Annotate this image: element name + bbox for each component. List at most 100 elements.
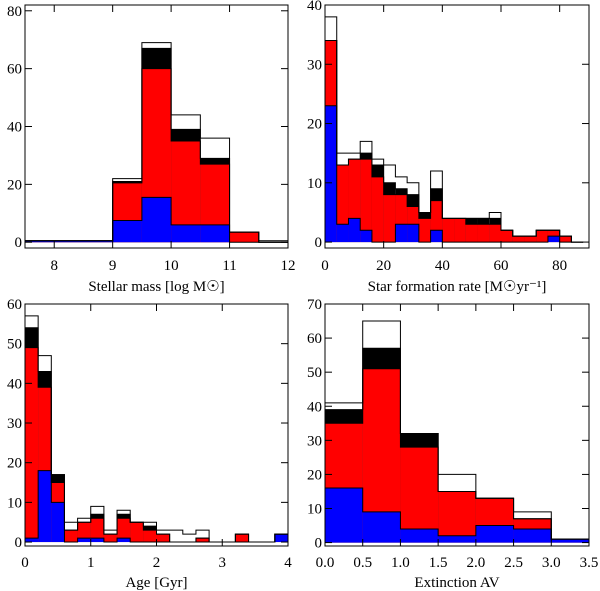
x-tick-label: 60 (494, 258, 509, 274)
bar-red-9 (430, 200, 443, 243)
bar-red-3 (64, 530, 78, 543)
bar-red-2 (400, 447, 439, 543)
x-tick-label: 3.0 (542, 555, 561, 571)
y-tick-label: 40 (307, 0, 322, 14)
bar-red-17 (524, 236, 537, 243)
bar-red-16 (235, 534, 249, 543)
x-tick-label: 1 (87, 555, 95, 571)
x-tick-label: 10 (164, 258, 179, 274)
y-tick-label: 20 (307, 467, 322, 483)
bar-red-4 (371, 176, 384, 243)
bar-red-15 (501, 230, 513, 243)
bar-red-3 (438, 491, 476, 543)
bar-blue-1 (38, 470, 52, 543)
bar-blue-6 (551, 539, 589, 543)
x-tick-label: 0.0 (316, 555, 335, 571)
y-tick-label: 10 (7, 495, 22, 511)
bar-blue-1 (362, 511, 401, 543)
y-tick-label: 0 (15, 235, 23, 251)
y-tick-label: 20 (7, 177, 22, 193)
bar-blue-0 (325, 105, 337, 243)
bar-blue-1 (336, 224, 349, 243)
bar-red-1 (336, 165, 349, 243)
bar-red-10 (156, 534, 170, 543)
outline-blue (324, 487, 590, 543)
x-tick-label: 0.5 (353, 555, 372, 571)
bar-blue-4 (77, 538, 91, 543)
bar-blue-1 (112, 220, 142, 243)
bar-red-0 (25, 347, 39, 543)
bar-red-13 (477, 224, 490, 243)
bar-red-5 (90, 518, 104, 543)
bar-blue-6 (395, 224, 408, 243)
y-tick-label: 80 (7, 4, 22, 20)
bar-red-2 (348, 159, 361, 243)
bar-blue-19 (547, 236, 560, 243)
bar-red-6 (395, 194, 408, 243)
x-tick-label: 0 (321, 258, 329, 274)
bar-blue-5 (90, 538, 104, 543)
bar-red-13 (195, 538, 210, 543)
y-tick-label: 50 (7, 337, 22, 353)
panel-star-formation-rate: 0 20 40 60 80 0 10 20 30 40 Star formation rate [M… (307, 0, 590, 295)
panel-stellar-mass: 8 9 10 11 12 0 20 40 60 80 Stellar mass [log M☉] (7, 4, 296, 295)
bar-blue-2 (51, 502, 65, 543)
x-tick-label: 40 (435, 258, 450, 274)
bar-white-12 (182, 534, 196, 543)
bar-red-14 (489, 224, 501, 243)
bar-blue-7 (117, 538, 131, 543)
outline-blue (324, 105, 584, 243)
x-tick-label: 8 (50, 258, 58, 274)
panel-extinction: 0.0 0.5 1.0 1.5 2.0 2.5 3.0 3.5 0 10 20 30 40 50 60 70 E… (307, 297, 598, 591)
y-tick-label: 60 (7, 62, 22, 78)
y-tick-label: 60 (307, 331, 322, 347)
bar-blue-2 (348, 218, 361, 243)
y-tick-label: 70 (307, 297, 322, 313)
bar-red-8 (418, 218, 431, 243)
bar-red-11 (454, 218, 466, 243)
x-axis-title: Age [Gyr] (125, 575, 187, 591)
bar-red-12 (465, 224, 478, 243)
x-tick-label: 2.5 (504, 555, 523, 571)
bar-white-11 (169, 530, 183, 543)
y-tick-label: 40 (7, 120, 22, 136)
bar-blue-2 (141, 197, 172, 243)
plot-frame (324, 303, 590, 547)
x-tick-label: 2 (153, 555, 161, 571)
x-axis-title: Stellar mass [log M☉] (88, 279, 224, 295)
plot-frame (324, 4, 590, 249)
x-tick-label: 20 (376, 258, 391, 274)
bar-blue-3 (171, 224, 201, 243)
bar-red-5 (383, 194, 396, 243)
outline-red (324, 40, 584, 243)
y-tick-label: 10 (307, 502, 322, 518)
x-tick-label: 80 (552, 258, 567, 274)
x-tick-label: 3.5 (580, 555, 599, 571)
bar-red-9 (143, 530, 157, 543)
x-tick-label: 4 (284, 555, 292, 571)
y-tick-label: 30 (7, 416, 22, 432)
bar-blue-5 (513, 528, 552, 543)
outline-blue (24, 470, 289, 543)
bar-blue-4 (200, 224, 230, 243)
bar-red-6 (103, 534, 118, 543)
bar-blue-9 (430, 230, 443, 243)
bar-red-16 (512, 236, 525, 243)
y-tick-label: 60 (7, 297, 22, 313)
bar-blue-3 (438, 535, 476, 543)
x-tick-label: 11 (222, 258, 236, 274)
y-tick-label: 30 (307, 433, 322, 449)
bar-red-20 (559, 236, 572, 243)
x-tick-label: 3 (219, 555, 227, 571)
y-tick-label: 30 (307, 57, 322, 73)
x-tick-label: 12 (281, 258, 296, 274)
x-tick-label: 1.5 (429, 555, 448, 571)
bar-red-4 (77, 522, 91, 543)
y-tick-label: 40 (7, 376, 22, 392)
bar-blue-7 (407, 224, 419, 243)
x-tick-label: 2.0 (466, 555, 485, 571)
bar-blue-0 (25, 240, 113, 243)
x-axis-title: Star formation rate [M☉yr⁻¹] (368, 279, 547, 295)
y-tick-label: 0 (315, 235, 323, 251)
